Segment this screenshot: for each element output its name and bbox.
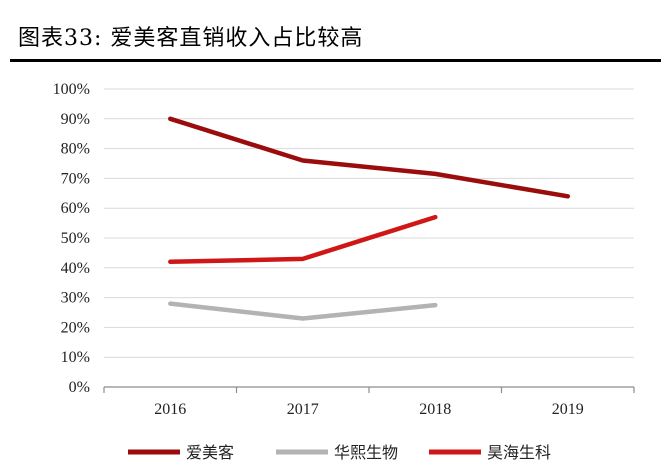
figure-title: 图表33: 爱美客直销收入占比较高 [18,26,364,51]
y-tick-label: 100% [53,81,90,98]
y-tick-label: 10% [61,349,90,366]
series-line-1 [168,116,571,199]
x-tick-label: 2016 [154,401,186,418]
legend-label: 华熙生物 [334,443,398,462]
x-tick-label: 2018 [419,401,451,418]
y-axis-ticks: 0% 10% 20% 30% 40% 50% 60% 70% 80% 90% 100% [53,81,90,396]
series-line-2 [168,301,438,321]
series-line-3 [168,214,438,265]
y-tick-label: 50% [61,230,90,247]
y-tick-label: 60% [61,200,90,217]
y-tick-label: 40% [61,260,90,277]
legend: 爱美客 华熙生物 昊海生科 [128,443,551,462]
x-tick-label: 2017 [287,401,319,418]
y-tick-label: 90% [61,111,90,128]
title-divider [10,59,661,62]
y-tick-label: 20% [61,319,90,336]
gridlines [104,88,634,358]
legend-label: 爱美客 [186,443,234,462]
x-tick-label: 2019 [552,401,584,418]
x-axis [103,386,635,393]
x-axis-ticks: 2016 2017 2018 2019 [154,401,584,418]
legend-label: 昊海生科 [487,443,551,462]
series-lines [168,116,571,321]
y-tick-label: 30% [61,290,90,307]
y-tick-label: 80% [61,141,90,158]
y-tick-label: 70% [61,170,90,187]
y-tick-label: 0% [69,379,90,396]
